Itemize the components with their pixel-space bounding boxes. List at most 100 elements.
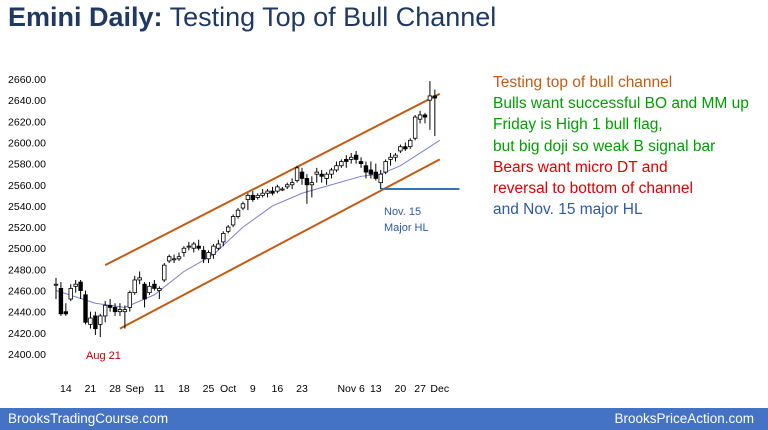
candle-body — [363, 165, 369, 173]
candle — [186, 241, 192, 251]
x-tick-label: 14 — [60, 383, 72, 395]
candle-body — [98, 315, 103, 325]
candle — [58, 282, 64, 316]
candle — [162, 263, 167, 283]
x-tick-label: 9 — [250, 383, 256, 395]
candle-body — [127, 292, 132, 308]
y-tick-label: 2400.00 — [8, 349, 46, 361]
candle — [412, 114, 418, 141]
candle-body — [368, 169, 374, 175]
candle-body — [309, 182, 315, 186]
x-tick-label: 16 — [272, 383, 284, 395]
candle-body — [166, 256, 172, 262]
candle-body — [329, 169, 334, 175]
candle-body — [137, 277, 142, 281]
candle — [93, 311, 98, 335]
candle-body — [408, 139, 413, 148]
y-tick-label: 2640.00 — [8, 95, 46, 107]
x-tick-label: 25 — [203, 383, 215, 395]
candle-body — [358, 161, 364, 165]
x-tick-label: 11 — [154, 383, 165, 395]
annotation-major-hl: Major HL — [384, 222, 429, 234]
candle-body — [206, 252, 211, 260]
candle-body — [255, 194, 260, 198]
candle-body — [88, 317, 93, 325]
candle — [275, 184, 280, 194]
candle-body — [324, 173, 329, 179]
candle — [117, 303, 123, 316]
candle-body — [191, 243, 196, 249]
candle-body — [78, 281, 83, 291]
candle — [422, 112, 428, 124]
y-tick-label: 2500.00 — [8, 243, 46, 255]
title-prefix: Emini Daily: — [8, 2, 163, 32]
candle — [417, 110, 423, 124]
candle — [388, 153, 393, 166]
x-tick-label: Sep — [125, 383, 144, 395]
x-tick-label: 21 — [85, 383, 97, 395]
y-tick-label: 2600.00 — [8, 137, 46, 149]
channel-bottom-line — [119, 158, 441, 330]
candle — [348, 153, 354, 164]
candle-body — [270, 190, 275, 194]
candle-body — [83, 294, 88, 323]
note-line: and Nov. 15 major HL — [493, 201, 643, 219]
candle — [270, 186, 275, 196]
note-line: but big doji so weak B signal bar — [493, 137, 716, 155]
candle-body — [398, 146, 403, 152]
candle-body — [157, 288, 162, 291]
candle — [368, 161, 374, 179]
y-tick-label: 2480.00 — [8, 264, 46, 276]
note-line: Bulls want successful BO and MM up — [493, 95, 749, 113]
y-tick-label: 2620.00 — [8, 116, 46, 128]
candle — [255, 193, 260, 200]
candle-body — [117, 309, 123, 313]
candle — [216, 239, 221, 251]
candle — [299, 167, 305, 185]
candle — [103, 301, 108, 323]
candle — [309, 176, 315, 198]
candle-body — [373, 171, 378, 179]
footer-right-link[interactable]: BrooksPriceAction.com — [614, 411, 754, 426]
candle — [206, 250, 211, 264]
candle — [260, 188, 265, 198]
note-line: reversal to bottom of channel — [493, 180, 693, 198]
candle-body — [319, 173, 324, 177]
candle-body — [230, 216, 236, 226]
candle — [265, 188, 270, 198]
candle — [63, 303, 69, 316]
candle — [285, 182, 290, 189]
candle-body — [211, 245, 216, 255]
candle — [358, 157, 364, 168]
candle — [393, 153, 398, 162]
note-line: Friday is High 1 bull flag, — [493, 116, 663, 134]
note-line: Bears want micro DT and — [493, 158, 668, 176]
candle-body — [176, 256, 182, 260]
candle — [339, 159, 344, 168]
footer-left-link[interactable]: BrooksTradingCourse.com — [8, 411, 169, 426]
candle — [225, 224, 231, 234]
candle — [250, 191, 255, 202]
candle-body — [344, 158, 349, 162]
candle — [152, 279, 157, 291]
candle — [157, 286, 162, 299]
annotation-nov15: Nov. 15 — [384, 206, 421, 218]
candle — [112, 303, 118, 316]
candle-body — [181, 247, 187, 253]
title-text: Testing Top of Bull Channel — [169, 2, 497, 32]
candle-body — [58, 288, 64, 315]
candle-body — [432, 95, 438, 99]
candle — [240, 201, 246, 211]
candle — [201, 246, 206, 264]
candle — [137, 271, 142, 285]
candle — [432, 89, 438, 137]
candle — [142, 282, 147, 308]
y-tick-label: 2440.00 — [8, 307, 46, 319]
channel-top-line — [104, 92, 441, 267]
candle — [408, 138, 413, 149]
candle — [294, 165, 300, 183]
annotation-aug21: Aug 21 — [86, 350, 121, 362]
candle — [78, 279, 83, 299]
candle — [127, 290, 132, 312]
candle-body — [196, 245, 201, 249]
